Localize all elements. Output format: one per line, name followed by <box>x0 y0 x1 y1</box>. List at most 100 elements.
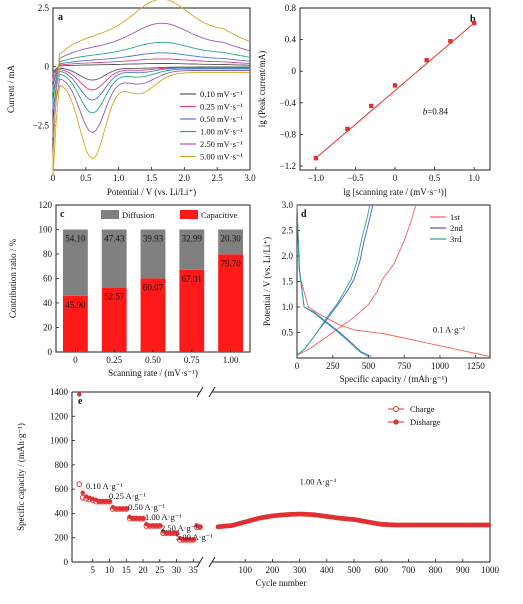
x-tick-label: 0 <box>51 173 56 183</box>
y-tick-label: 120 <box>39 200 53 210</box>
bar-capacitive-3 <box>179 269 205 352</box>
axis-break-0b <box>208 556 216 568</box>
panel-letter: b <box>470 14 476 25</box>
curve-3rd-discharge <box>296 204 369 357</box>
y-axis-label: Contribution ratio / % <box>8 238 18 318</box>
y-axis-label: Specific capacity / (mAh·g⁻¹) <box>16 423 26 531</box>
x-tick-label: 2.0 <box>179 173 191 183</box>
x-tick-label-left: 35 <box>189 565 199 575</box>
curve-3rd-charge <box>296 204 371 356</box>
legend-label-3: 1.00 mV·s⁻¹ <box>200 127 243 137</box>
legend-label-discharge: Disharge <box>410 417 441 427</box>
rate-label-0: 0.10 A·g⁻¹ <box>86 481 123 491</box>
x-tick-label: 1000 <box>431 361 450 371</box>
x-tick-label-right: 100 <box>238 565 252 575</box>
axis-break-1b <box>208 386 216 398</box>
y-tick-label: 2.5 <box>38 3 50 13</box>
cv-curve-4 <box>52 22 251 138</box>
legend-label-charge: Charge <box>410 404 435 414</box>
x-tick-label-right: 700 <box>402 565 416 575</box>
fit-line <box>315 22 475 159</box>
rate-annotation: 0.1 A·g⁻¹ <box>433 325 466 335</box>
bar-capacitive-2 <box>140 278 166 352</box>
data-point-6 <box>471 20 477 26</box>
x-tick-label: 1250 <box>467 361 486 371</box>
x-tick-label-4: 1.00 <box>223 355 239 365</box>
bar-diffusion-3 <box>179 229 205 270</box>
x-tick-label-left: 25 <box>155 565 165 575</box>
data-point-1 <box>345 126 350 132</box>
x-tick-label: 3.0 <box>244 173 256 183</box>
discharge-point <box>107 499 112 504</box>
x-tick-label: −0.5 <box>347 173 364 183</box>
cv-curve-0 <box>52 63 251 81</box>
x-tick-label: 2.5 <box>212 173 224 183</box>
x-tick-label-right: 800 <box>429 565 443 575</box>
y-tick-label: 600 <box>55 484 69 494</box>
bar-diffusion-2 <box>140 229 166 279</box>
y-tick-label: 80 <box>43 249 53 259</box>
discharge-point <box>140 516 146 521</box>
y-axis-label: lg (Peak current/mA) <box>257 51 267 127</box>
y-tick-label: 0.4 <box>285 35 297 45</box>
rate-label-5: 5.00 A·g⁻¹ <box>176 532 213 542</box>
rate-label-1: 0.25 A·g⁻¹ <box>109 491 146 501</box>
capacitive-label-4: 79.70 <box>220 258 241 268</box>
panel-letter: a <box>58 12 63 23</box>
y-tick-label: 400 <box>55 508 69 518</box>
x-tick-label-left: 5 <box>91 565 96 575</box>
x-tick-label-right: 300 <box>293 565 307 575</box>
y-tick-label: 3.0 <box>282 200 294 210</box>
y-tick-label: 2.5 <box>282 226 294 236</box>
discharge-point <box>197 524 203 529</box>
y-axis-label: Current / mA <box>6 65 16 113</box>
x-tick-label-3: 0.75 <box>184 355 200 365</box>
data-point-0 <box>313 155 319 161</box>
diffusion-label-2: 39.93 <box>143 234 164 244</box>
bar-capacitive-1 <box>101 287 127 352</box>
discharge-point <box>83 494 89 499</box>
x-tick-label-right: 500 <box>347 565 361 575</box>
x-tick-label: 1.5 <box>146 173 158 183</box>
cv-curve-2 <box>52 52 251 101</box>
y-tick-label: 40 <box>43 298 53 308</box>
rate-label-4: 2.50 A·g⁻¹ <box>161 523 198 533</box>
diffusion-label-1: 47.43 <box>104 234 125 244</box>
bar-diffusion-4 <box>218 229 244 255</box>
capacitive-label-1: 52.57 <box>104 292 125 302</box>
panel-e: 0 200 400 600 800 1000 1200 1400 5 10 15 20 25 30 35 10… <box>16 386 500 588</box>
diffusion-label-4: 20.30 <box>220 234 241 244</box>
y-tick-label: 0 <box>45 62 50 72</box>
x-tick-label: 250 <box>326 361 340 371</box>
y-tick-label: 0 <box>48 347 53 357</box>
discharge-point <box>77 392 82 397</box>
x-tick-label: 0.5 <box>429 173 441 183</box>
discharge-point <box>80 490 85 495</box>
curve-1st-charge <box>296 204 417 356</box>
panel-a: 0 0.5 1.0 1.5 2.0 2.5 3.0 2.5 0 −2.5 Potential / V… <box>6 0 256 197</box>
x-tick-label-left: 15 <box>122 565 132 575</box>
panel-c: 0 20 40 60 80 100 120 Scanning rate / (mV·s⁻¹) C… <box>8 200 251 378</box>
discharge-point <box>191 537 196 542</box>
x-tick-label: 500 <box>362 361 376 371</box>
x-tick-label: 750 <box>397 361 411 371</box>
y-tick-label: 60 <box>43 274 53 284</box>
x-tick-label: 0 <box>393 173 398 183</box>
legend-swatch-diffusion <box>101 210 119 219</box>
y-tick-label: 0.5 <box>282 328 294 338</box>
y-tick-label: 20 <box>43 323 53 333</box>
data-point-2 <box>369 103 374 109</box>
y-tick-label: 200 <box>55 533 69 543</box>
y-tick-label: 0.8 <box>285 3 297 13</box>
long-cycle-label: 1.00 A·g⁻¹ <box>300 476 337 486</box>
data-point-4 <box>424 57 429 63</box>
legend-label-0: 0.10 mV·s⁻¹ <box>200 89 243 99</box>
x-tick-label-right: 200 <box>266 565 280 575</box>
legend-marker-discharge <box>393 419 399 425</box>
cv-curve-3 <box>52 41 251 114</box>
panel-letter: d <box>301 209 307 220</box>
charge-point <box>76 481 83 488</box>
x-axis-label: Cycle number <box>256 578 307 588</box>
legend-label-1: 2nd <box>450 223 464 233</box>
x-axis-label: Scanning rate / (mV·s⁻¹) <box>108 368 198 378</box>
